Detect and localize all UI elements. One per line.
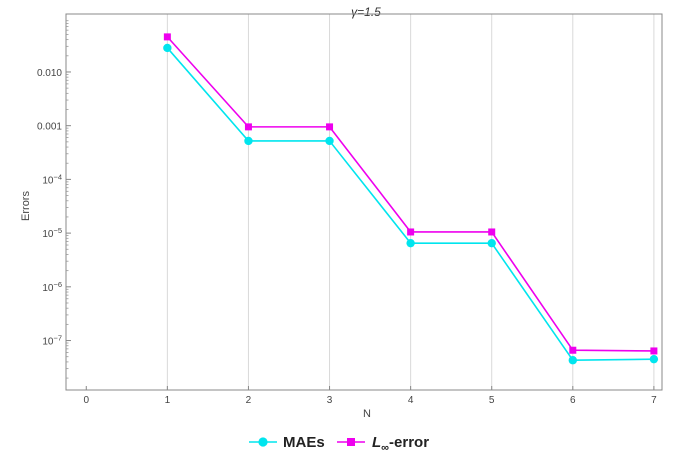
plot-frame <box>65 13 663 391</box>
series-1-point-2 <box>326 123 334 131</box>
series-0-point-4 <box>487 238 496 248</box>
axes: 0 1 2 3 4 5 6 7 10−7 10−6 10−5 10−4 0.001 0.010 <box>37 13 663 406</box>
legend-label-linf: L∞-error <box>372 434 429 454</box>
grid-lines <box>166 14 655 390</box>
series-0-point-6 <box>649 354 659 364</box>
series-0-point-5 <box>568 356 578 365</box>
y-tick-label-5: 0.010 <box>37 68 62 79</box>
series-0-point-0 <box>163 43 172 53</box>
series-1-point-3 <box>407 228 415 236</box>
x-tick-label-5: 5 <box>489 395 495 406</box>
legend-label-mae: MAEs <box>283 434 325 451</box>
series-1-point-1 <box>244 123 252 131</box>
y-tick-label-4: 0.001 <box>37 122 62 133</box>
y-tick-label-1: 10−6 <box>42 280 62 294</box>
x-tick-label-6: 6 <box>570 395 576 406</box>
series-0-point-3 <box>406 238 415 248</box>
x-tick-label-3: 3 <box>327 395 333 406</box>
series-1-point-4 <box>488 228 496 236</box>
legend-marker-linf <box>347 438 355 446</box>
series-1-point-0 <box>163 33 171 41</box>
series-0-point-2 <box>325 136 334 146</box>
series-layer <box>163 33 659 365</box>
legend-marker-mae <box>258 437 268 447</box>
x-axis-title: N <box>363 408 371 420</box>
x-tick-label-7: 7 <box>651 395 657 406</box>
x-tick-label-2: 2 <box>246 395 252 406</box>
y-axis-title: Errors <box>20 191 32 221</box>
chart-title: γ=1.5 <box>351 5 381 19</box>
y-tick-label-3: 10−4 <box>42 172 62 186</box>
x-tick-label-1: 1 <box>165 395 171 406</box>
series-0-point-1 <box>244 136 253 146</box>
x-tick-label-4: 4 <box>408 395 414 406</box>
x-tick-label-0: 0 <box>83 395 89 406</box>
series-1-point-6 <box>650 347 658 355</box>
y-tick-label-0: 10−7 <box>42 334 62 348</box>
legend: MAEs L∞-error <box>249 434 429 454</box>
y-tick-label-2: 10−5 <box>42 226 62 240</box>
series-1-point-5 <box>569 346 577 354</box>
